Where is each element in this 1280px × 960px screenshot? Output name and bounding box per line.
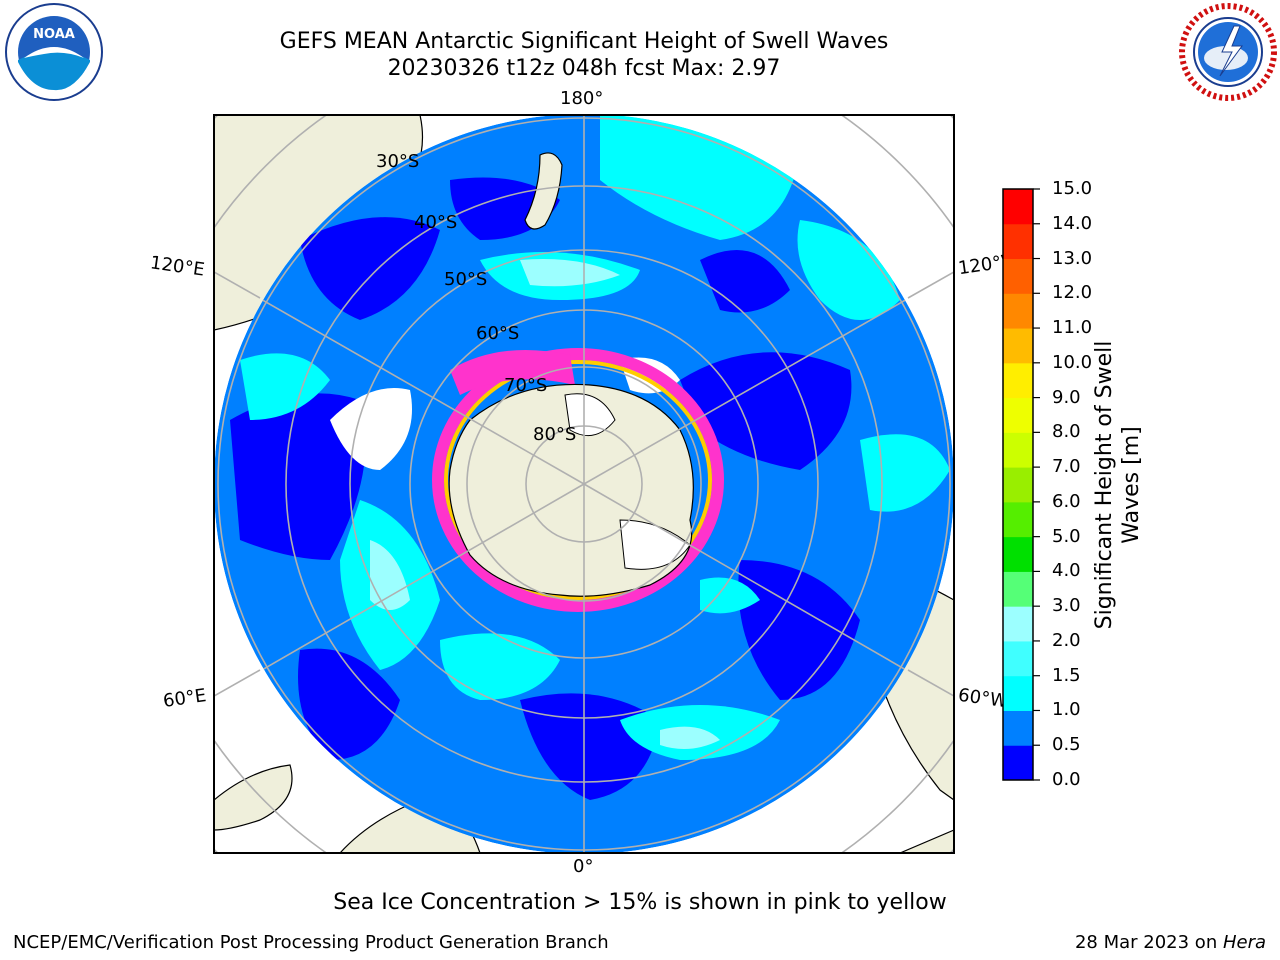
colorbar-swatch xyxy=(1003,675,1033,711)
colorbar-tick-label: 14.0 xyxy=(1052,212,1093,234)
colorbar-tick-label: 0.5 xyxy=(1052,734,1081,756)
credit-text: NCEP/EMC/Verification Post Processing Pr… xyxy=(13,932,609,953)
colorbar-tick-label: 0.0 xyxy=(1052,769,1081,790)
colorbar-swatch xyxy=(1003,258,1033,294)
lon-label-180: 180° xyxy=(560,88,604,109)
lat-label-70s: 70°S xyxy=(504,375,548,396)
colorbar-swatch xyxy=(1003,362,1033,399)
colorbar-swatch xyxy=(1003,745,1033,781)
colorbar-swatch xyxy=(1003,189,1033,225)
colorbar-swatch xyxy=(1003,536,1033,572)
colorbar-tick-label: 5.0 xyxy=(1052,525,1081,547)
colorbar-tick-label: 9.0 xyxy=(1052,386,1081,408)
colorbar-title: Significant Height of Swell Waves [m] xyxy=(1092,340,1144,630)
colorbar-tick-label: 4.0 xyxy=(1052,560,1081,582)
noaa-logo-icon: NOAA xyxy=(4,2,104,106)
swell-peak-regions xyxy=(370,259,720,749)
lat-label-30s: 30°S xyxy=(376,151,420,172)
chart-title: GEFS MEAN Antarctic Significant Height o… xyxy=(279,29,889,54)
colorbar-swatch xyxy=(1003,397,1033,433)
colorbar-swatch xyxy=(1003,293,1033,329)
colorbar-swatch xyxy=(1003,223,1033,260)
colorbar-swatch xyxy=(1003,640,1033,677)
chart-subtitle: 20230326 t12z 048h fcst Max: 2.97 xyxy=(387,56,781,81)
colorbar-tick-label: 2.0 xyxy=(1052,629,1081,651)
new-zealand xyxy=(524,152,563,230)
lat-label-60s: 60°S xyxy=(476,323,520,344)
colorbar-tick-label: 15.0 xyxy=(1052,178,1093,199)
sea-ice-ring xyxy=(432,348,724,612)
sea-ice-note: Sea Ice Concentration > 15% is shown in … xyxy=(333,890,947,915)
meridians xyxy=(214,115,954,853)
colorbar-tick-label: 10.0 xyxy=(1052,351,1093,373)
swell-low-regions xyxy=(230,177,860,800)
colorbar-swatch xyxy=(1003,571,1033,607)
colorbar-swatch xyxy=(1003,432,1033,468)
colorbar-tick-label: 11.0 xyxy=(1052,317,1093,339)
lon-label-0: 0° xyxy=(573,856,594,877)
colorbar-tick-label: 6.0 xyxy=(1052,490,1081,512)
colorbar-tick-label: 1.5 xyxy=(1052,664,1081,686)
noaa-logo-text: NOAA xyxy=(33,27,75,42)
colorbar-tick-label: 7.0 xyxy=(1052,456,1081,478)
colorbar-swatch xyxy=(1003,710,1033,746)
colorbar-swatch xyxy=(1003,501,1033,538)
map-frame xyxy=(213,114,955,854)
lat-label-40s: 40°S xyxy=(414,212,458,233)
lat-label-80s: 80°S xyxy=(533,424,577,445)
colorbar-swatch xyxy=(1003,328,1033,364)
colorbar-tick-label: 8.0 xyxy=(1052,421,1081,443)
colorbar-swatch xyxy=(1003,467,1033,503)
date-text: 28 Mar 2023 on Hera xyxy=(1074,932,1266,953)
national-weather-service-logo-icon xyxy=(1178,2,1278,106)
colorbar-tick-label: 13.0 xyxy=(1052,247,1093,269)
colorbar-tick-label: 3.0 xyxy=(1052,595,1081,617)
colorbar-tick-label: 12.0 xyxy=(1052,282,1093,304)
lat-label-50s: 50°S xyxy=(444,269,488,290)
colorbar-swatch xyxy=(1003,606,1033,642)
colorbar-tick-label: 1.0 xyxy=(1052,699,1081,721)
